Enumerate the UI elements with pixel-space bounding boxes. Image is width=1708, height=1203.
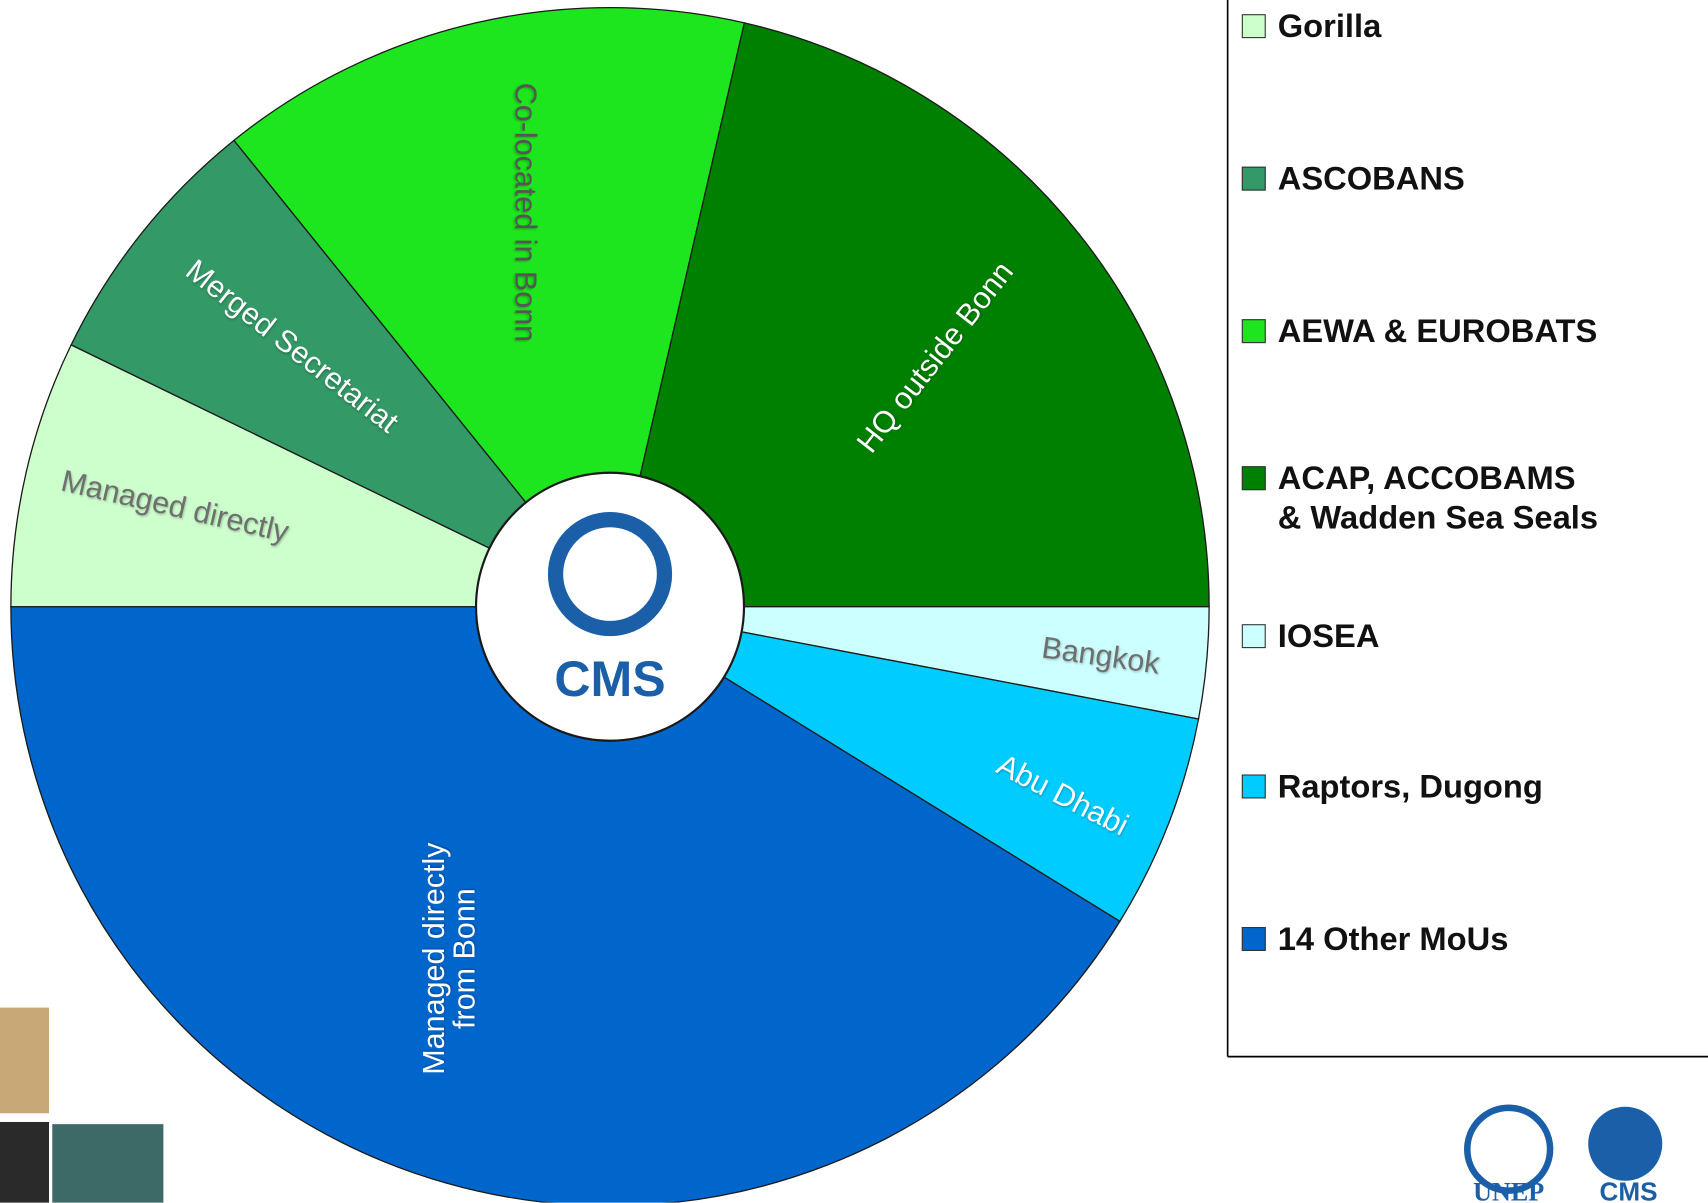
legend-swatch <box>1242 624 1266 648</box>
slice-label: Managed directly from Bonn <box>418 842 479 1074</box>
logo-text: UNEP <box>1473 1177 1544 1202</box>
center-logo-text: CMS <box>554 651 665 707</box>
legend-item: 14 Other MoUs <box>1242 920 1509 959</box>
legend-label: AEWA & EUROBATS <box>1278 313 1598 352</box>
legend-label: 14 Other MoUs <box>1278 920 1509 959</box>
slide: UNEP CMS CMS Managed directlyMerged Secr… <box>0 0 1708 1203</box>
legend-label: IOSEA <box>1278 618 1380 657</box>
page: UNEP CMS CMS Managed directlyMerged Secr… <box>0 0 1708 1203</box>
legend-swatch <box>1242 319 1266 343</box>
legend-item: Gorilla <box>1242 8 1381 47</box>
legend-swatch <box>1242 14 1266 38</box>
legend-swatch <box>1242 774 1266 798</box>
legend-label: ACAP, ACCOBAMS & Wadden Sea Seals <box>1278 460 1598 538</box>
legend-swatch <box>1242 167 1266 191</box>
legend-label: Gorilla <box>1278 8 1382 47</box>
legend-item: ASCOBANS <box>1242 160 1465 199</box>
legend-item: AEWA & EUROBATS <box>1242 313 1597 352</box>
legend-item: ACAP, ACCOBAMS & Wadden Sea Seals <box>1242 460 1598 538</box>
legend-item: IOSEA <box>1242 618 1380 657</box>
legend-swatch <box>1242 927 1266 951</box>
legend-label: ASCOBANS <box>1278 160 1465 199</box>
photo <box>0 1008 49 1114</box>
photo <box>0 1122 49 1203</box>
cms-logo <box>1588 1107 1662 1181</box>
legend-item: Raptors, Dugong <box>1242 768 1543 807</box>
slice-label: Co-located in Bonn <box>510 83 541 342</box>
legend-swatch <box>1242 466 1266 490</box>
legend-label: Raptors, Dugong <box>1278 768 1543 807</box>
logo-text: CMS <box>1599 1176 1657 1202</box>
photo <box>52 1124 163 1202</box>
